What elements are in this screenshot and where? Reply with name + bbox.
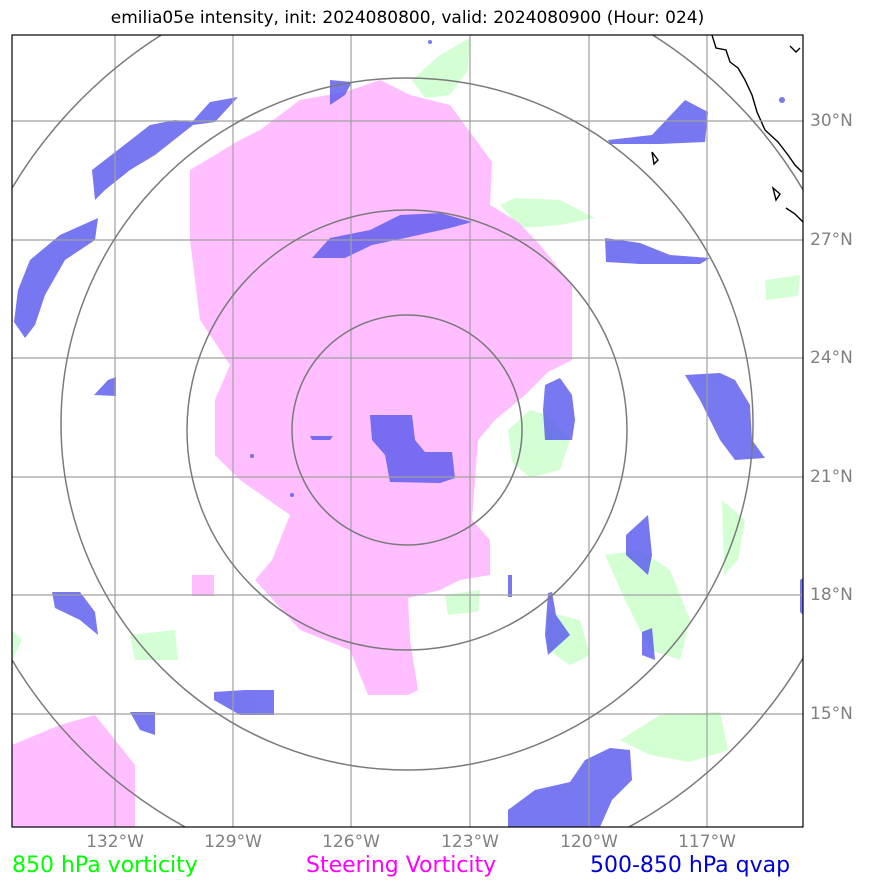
lat-label: 30°N <box>810 111 853 131</box>
lat-label: 21°N <box>810 467 853 487</box>
lat-label: 27°N <box>810 230 853 250</box>
steering-vorticity-field <box>12 80 572 827</box>
graticule <box>12 35 803 827</box>
lat-label: 18°N <box>810 585 853 605</box>
lat-label: 15°N <box>810 704 853 724</box>
lon-label: 117°W <box>678 832 736 852</box>
map-title: emilia05e intensity, init: 2024080800, v… <box>110 8 705 28</box>
lon-label: 129°W <box>204 832 262 852</box>
legend-vorticity-850: 850 hPa vorticity <box>12 853 198 878</box>
qvap-field <box>14 40 803 827</box>
map-frame <box>11 34 804 828</box>
lon-label: 132°W <box>86 832 144 852</box>
legend-steering-vorticity: Steering Vorticity <box>306 853 497 878</box>
legend-qvap: 500-850 hPa qvap <box>590 853 791 878</box>
lat-label: 24°N <box>810 348 853 368</box>
coastline <box>651 35 803 223</box>
lon-label: 120°W <box>560 832 618 852</box>
lon-label: 123°W <box>441 832 499 852</box>
lon-label: 126°W <box>322 832 380 852</box>
